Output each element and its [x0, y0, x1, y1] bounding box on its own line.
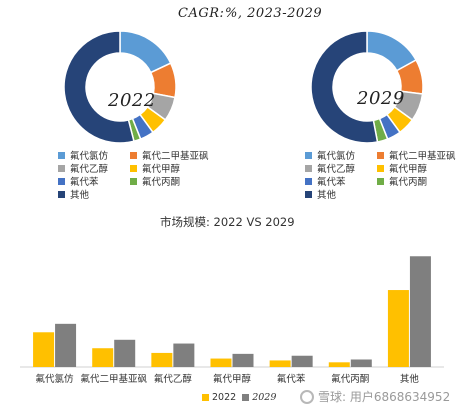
bar-2022-2: [151, 352, 173, 367]
bar-x-tick-label-5: 氟代丙酮: [331, 374, 370, 385]
donut-2029-legend-item-5: 氟代丙酮: [377, 174, 427, 188]
donut-2029-legend-label-6: 其他: [317, 190, 337, 201]
bar-x-tick-label-0: 氟代氯仿: [35, 374, 74, 385]
donut-2022-slice-6: [63, 30, 135, 144]
bar-2022-5: [328, 362, 350, 367]
donut-2029-legend-swatch-0: [305, 151, 312, 159]
donut-2022-legend-item-5: 氟代丙酮: [130, 174, 180, 188]
donut-2022-legend-swatch-1: [130, 151, 137, 159]
legend-swatch-2022: [202, 394, 209, 401]
snowball-logo-icon: [300, 389, 314, 404]
donut-2029-legend-item-3: 氟代甲醇: [377, 161, 427, 175]
bar-2022-6: [387, 290, 409, 367]
donut-2029-legend-label-2: 氟代乙醇: [317, 164, 356, 175]
legend-label-2022: 2022: [212, 392, 237, 403]
bar-2029-4: [291, 355, 313, 367]
donut-2022-legend-item-0: 氟代氯仿: [58, 148, 108, 162]
donut-2029-legend-item-2: 氟代乙醇: [305, 161, 355, 175]
donut-2029-legend-label-5: 氟代丙酮: [389, 177, 428, 188]
legend-swatch-2029: [242, 394, 250, 401]
watermark-text: 雪球: 用户6868634952: [318, 390, 451, 404]
bar-2022-4: [269, 360, 291, 367]
bar-2029-3: [232, 353, 254, 367]
donut-2022-legend-label-6: 其他: [70, 190, 90, 201]
donut-2029-slice-6: [310, 30, 379, 144]
donut-2022-legend-label-1: 氟代二甲基亚砜: [142, 151, 209, 162]
donut-2029-legend-swatch-6: [305, 190, 312, 198]
donut-2029-legend-swatch-3: [377, 164, 384, 172]
donut-2029-legend-label-1: 氟代二甲基亚砜: [389, 151, 456, 162]
donut-2029-legend-swatch-2: [305, 164, 312, 172]
donut-2029-legend-label-4: 氟代苯: [317, 177, 346, 188]
bar-2029-6: [409, 256, 431, 367]
bar-2022-3: [210, 358, 232, 367]
bar-x-tick-label-3: 氟代甲醇: [212, 374, 251, 385]
bar-chart: [20, 256, 444, 368]
legend-label-2029: 2029: [252, 392, 277, 403]
bar-2029-0: [55, 323, 77, 367]
donut-chart-2022: [63, 30, 177, 144]
donut-2022-legend-label-4: 氟代苯: [70, 177, 99, 188]
donut-2022-legend-swatch-6: [58, 190, 65, 198]
donut-2022-legend-label-0: 氟代氯仿: [70, 151, 109, 162]
donut-2022-legend-item-3: 氟代甲醇: [130, 161, 180, 175]
donut-2029-legend-swatch-1: [377, 151, 384, 159]
donut-2029-legend-item-0: 氟代氯仿: [305, 148, 355, 162]
donut-2029-legend-label-3: 氟代甲醇: [389, 164, 428, 175]
donut-2029-legend-item-6: 其他: [305, 187, 336, 201]
donut-2022-legend-item-1: 氟代二甲基亚砜: [130, 148, 209, 162]
donut-2022-legend-label-3: 氟代甲醇: [142, 164, 181, 175]
donut-2022-legend-swatch-2: [58, 164, 65, 172]
bar-2022-0: [33, 332, 55, 367]
bar-chart-title: 市场规模: 2022 VS 2029: [160, 215, 295, 229]
donut-2022-legend-item-6: 其他: [58, 187, 89, 201]
donut-2022-legend-swatch-0: [58, 151, 65, 159]
donut-2022-legend-item-4: 氟代苯: [58, 174, 99, 188]
donut-2022-legend-swatch-5: [130, 177, 137, 185]
donut-2029-legend-item-1: 氟代二甲基亚砜: [377, 148, 456, 162]
bar-2022-1: [92, 348, 114, 367]
donut-2029-legend-item-4: 氟代苯: [305, 174, 346, 188]
donut-2029-legend-swatch-4: [305, 177, 312, 185]
bar-2029-2: [173, 343, 195, 367]
donut-chart-2029: [310, 30, 424, 144]
donut-2022-legend-label-2: 氟代乙醇: [70, 164, 109, 175]
donut-2029-legend-label-0: 氟代氯仿: [317, 151, 356, 162]
bar-x-tick-label-6: 其他: [399, 374, 419, 385]
legend-2029: 氟代氯仿 氟代二甲基亚砜氟代乙醇 氟代甲醇氟代苯 氟代丙酮其他: [305, 148, 474, 204]
bar-x-tick-label-2: 氟代乙醇: [153, 374, 192, 385]
donut-2022-legend-label-5: 氟代丙酮: [142, 177, 181, 188]
watermark: 雪球: 用户6868634952: [300, 388, 450, 405]
cagr-label: CAGR:: [178, 6, 225, 21]
bar-x-tick-label-4: 氟代苯: [276, 374, 306, 385]
donut-2022-legend-item-2: 氟代乙醇: [58, 161, 108, 175]
bar-2029-5: [350, 359, 372, 367]
donut-year-2022: 2022: [108, 90, 156, 111]
bar-legend: 2022 2029: [196, 392, 276, 403]
legend-2022: 氟代氯仿 氟代二甲基亚砜氟代乙醇 氟代甲醇氟代苯 氟代丙酮其他: [58, 148, 248, 204]
donut-2022-legend-swatch-3: [130, 164, 137, 172]
donut-2029-legend-swatch-5: [377, 177, 384, 185]
donut-year-2029: 2029: [357, 88, 405, 109]
bar-2029-1: [114, 339, 136, 367]
cagr-period: %, 2023-2029: [225, 6, 323, 21]
donut-2022-legend-swatch-4: [58, 177, 65, 185]
bar-x-tick-label-1: 氟代二甲基亚砜: [80, 374, 147, 385]
